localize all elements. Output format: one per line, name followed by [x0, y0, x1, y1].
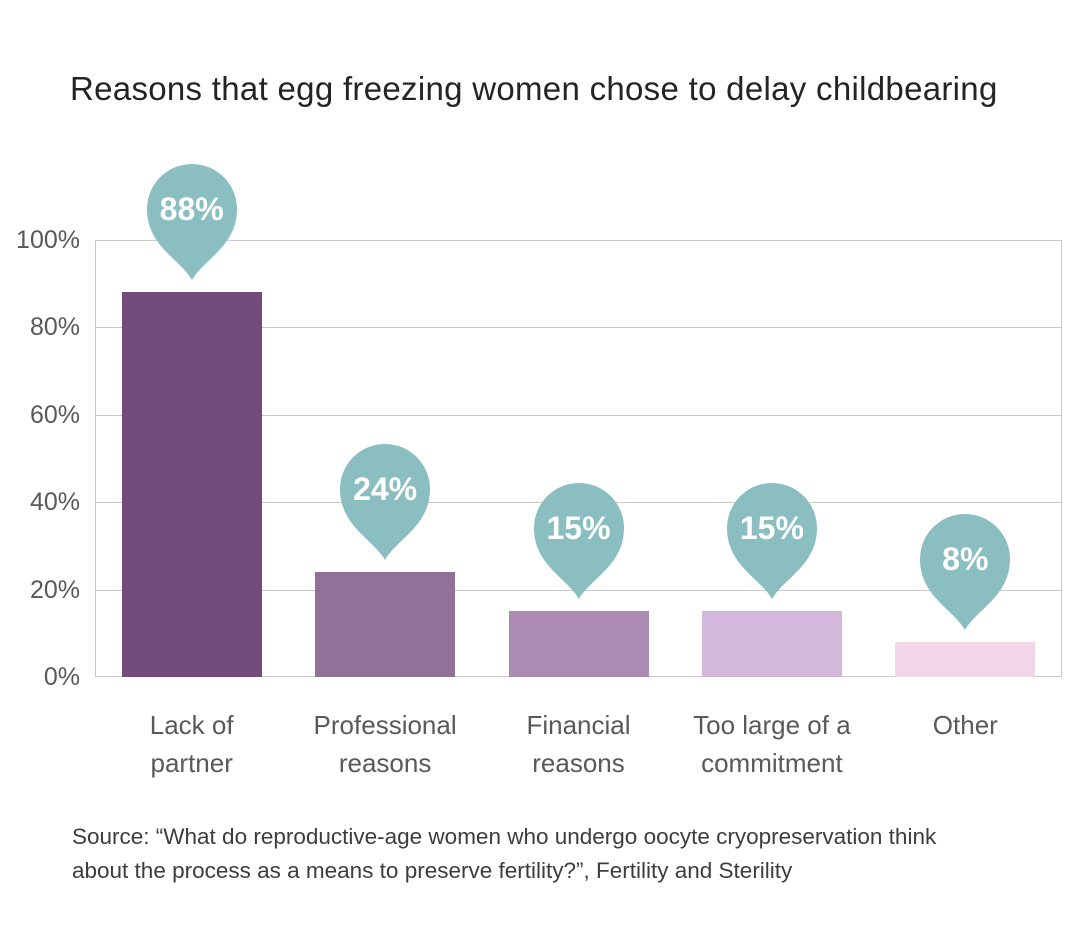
- balloon-pin-icon: [920, 514, 1011, 630]
- source-note-line-2: about the process as a means to preserve…: [72, 858, 793, 883]
- y-tick-label: 0%: [43, 663, 80, 691]
- balloon-pin-icon: [726, 483, 817, 599]
- category-label-line: Financial: [526, 710, 631, 740]
- balloon-value-label: 24%: [353, 470, 418, 507]
- bar: [701, 611, 842, 677]
- value-balloon: 15%: [533, 483, 625, 601]
- y-tick-label: 80%: [29, 313, 80, 342]
- category-label: Financial reasons: [464, 706, 694, 782]
- category-label-line: Professional: [313, 710, 457, 740]
- gridline: [95, 327, 1062, 329]
- category-label-line: reasons: [338, 748, 432, 778]
- bar: [895, 642, 1036, 677]
- value-balloon: 8%: [919, 514, 1011, 632]
- balloon-pin-icon: [533, 483, 624, 599]
- y-tick-label: 60%: [29, 400, 80, 429]
- category-label-line: Other: [932, 710, 998, 740]
- balloon-pin-icon: [146, 164, 237, 280]
- value-balloon: 15%: [726, 483, 818, 601]
- chart-title: Reasons that egg freezing women chose to…: [70, 70, 998, 107]
- source-note-line-1: Source: “What do reproductive-age women …: [72, 824, 937, 849]
- category-label-line: Too large of a: [693, 710, 851, 740]
- balloon-value-label: 15%: [546, 509, 611, 546]
- category-label-line: partner: [150, 748, 233, 778]
- y-tick-label: 100%: [16, 226, 80, 254]
- y-tick-label: 20%: [29, 575, 80, 604]
- bar: [121, 292, 262, 677]
- category-label: Other: [850, 706, 1080, 744]
- y-tick-label: 40%: [29, 488, 80, 517]
- balloon-value-label: 15%: [739, 509, 804, 546]
- category-label-line: commitment: [701, 748, 843, 778]
- gridline: [95, 414, 1062, 416]
- value-balloon: 24%: [339, 444, 431, 562]
- balloon-value-label: 88%: [159, 190, 224, 227]
- bar: [508, 611, 649, 677]
- category-label-line: Lack of: [149, 710, 234, 740]
- balloon-pin-icon: [340, 444, 431, 560]
- balloon-value-label: 8%: [942, 540, 989, 577]
- bar: [315, 572, 456, 677]
- category-label: Too large of a commitment: [657, 706, 887, 782]
- category-label-line: reasons: [532, 748, 625, 778]
- category-label: Professional reasons: [270, 706, 500, 782]
- value-balloon: 88%: [146, 164, 238, 282]
- source-note: Source: “What do reproductive-age women …: [72, 820, 936, 888]
- category-label: Lack of partner: [77, 706, 307, 782]
